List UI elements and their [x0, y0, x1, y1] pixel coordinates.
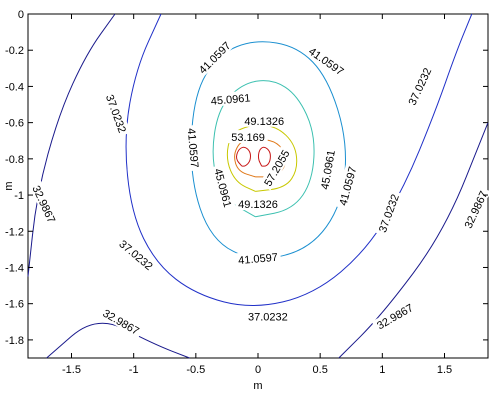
y-axis-label: m [3, 181, 15, 190]
contour-label-10: 49.1326 [238, 199, 278, 211]
y-tick-label-9: -1.8 [5, 335, 24, 347]
contour-label-bg-1 [304, 42, 350, 80]
contour-line-3 [125, 13, 473, 306]
contour-label-bg-11 [102, 89, 131, 137]
y-tick-label-2: -0.4 [5, 81, 24, 93]
contour-label-bg-16 [374, 189, 402, 237]
contour-label-bg-8 [211, 164, 236, 212]
contour-label-5: 41.0597 [185, 128, 200, 169]
x-tick-label-0: -1.5 [62, 364, 81, 376]
contour-label-bg-20 [371, 298, 418, 333]
contour-label-bg-2 [207, 90, 254, 108]
y-tick-label-8: -1.6 [5, 299, 24, 311]
contour-label-2: 45.0961 [210, 92, 251, 107]
contour-label-bg-13 [29, 180, 61, 228]
y-tick-label-7: -1.4 [5, 263, 24, 275]
y-tick-label-6: -1.2 [5, 226, 24, 238]
contour-label-bg-7 [316, 146, 338, 194]
y-axis-ticks: 0 -0.2 -0.4 -0.6 -0.8 -1 -1.2 -1.4 -1.6 -1.8 [5, 9, 488, 347]
y-tick-label-1: -0.2 [5, 45, 24, 57]
x-tick-label-5: 1 [379, 364, 385, 376]
y-tick-label-4: -0.8 [5, 154, 24, 166]
contour-label-bg-9 [334, 162, 360, 210]
contour-line-9 [257, 146, 271, 167]
contour-label-bg-0 [193, 36, 235, 78]
contour-label-3: 49.1326 [244, 116, 284, 128]
contour-label-4: 53.169 [231, 132, 265, 144]
contour-label-bg-19 [245, 309, 291, 323]
contour-label-bg-5 [185, 124, 203, 172]
contour-label-bg-6 [259, 144, 294, 191]
contour-label-bg-14 [114, 234, 159, 274]
contour-label-bg-3 [241, 113, 287, 127]
x-tick-label-4: 0.5 [313, 364, 328, 376]
contour-label-bg-15 [234, 249, 282, 267]
contour-line-0 [27, 13, 116, 277]
x-tick-label-6: 1.5 [437, 364, 452, 376]
contour-label-bg-10 [235, 197, 281, 211]
contour-label-bg-4 [228, 130, 268, 144]
x-tick-label-1: -1 [129, 364, 139, 376]
contour-label-bg-17 [459, 185, 489, 233]
contour-label-19: 37.0232 [248, 311, 288, 323]
contour-label-15: 41.0597 [238, 252, 279, 267]
contour-line-2 [338, 122, 489, 359]
plot-area [27, 13, 489, 359]
y-tick-label-5: -1 [14, 190, 24, 202]
contour-line-8 [236, 146, 252, 167]
contour-label-bg-18 [98, 304, 145, 339]
x-tick-label-2: -0.5 [186, 364, 205, 376]
y-tick-label-3: -0.6 [5, 118, 24, 130]
y-tick-label-0: 0 [18, 9, 24, 21]
x-axis-ticks: -1.5 -1 -0.5 0 0.5 1 1.5 [62, 14, 452, 376]
contour-line-1 [46, 322, 190, 359]
x-axis-label: m [253, 380, 262, 392]
contour-label-bg-12 [403, 62, 435, 110]
x-tick-label-3: 0 [255, 364, 261, 376]
